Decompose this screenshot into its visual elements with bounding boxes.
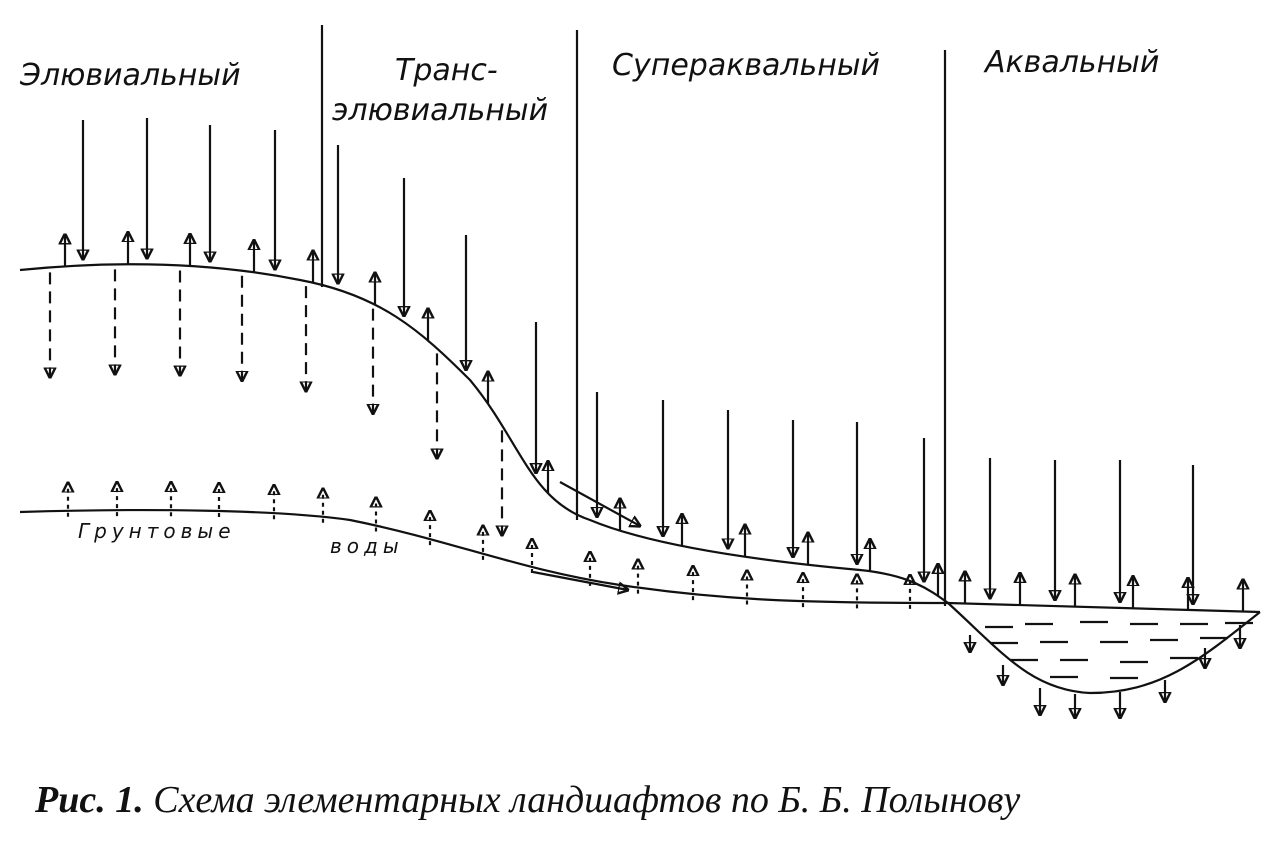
groundwater-label: воды: [330, 534, 404, 558]
caption: Рис. 1. Схема элементарных ландшафтов по…: [34, 779, 1020, 821]
arrows: [50, 118, 1253, 718]
zone-label: Элювиальный: [19, 58, 241, 93]
caption-text: Схема элементарных ландшафтов по Б. Б. П…: [153, 779, 1020, 821]
land-surface: [19, 263, 949, 604]
zone-label: элювиальный: [332, 93, 548, 128]
flow-arrow: [532, 570, 628, 590]
groundwater-line: [19, 508, 949, 605]
zone-label: Транс-: [395, 53, 498, 88]
zone-label: Супераквальный: [612, 48, 880, 83]
water-surface: [947, 601, 1261, 614]
groundwater-label: Грунтовые: [78, 519, 236, 543]
zone-label: Аквальный: [983, 45, 1159, 80]
caption-number: Рис. 1.: [34, 779, 144, 821]
lake-bottom: [947, 602, 1261, 695]
flow-arrow: [559, 481, 640, 526]
